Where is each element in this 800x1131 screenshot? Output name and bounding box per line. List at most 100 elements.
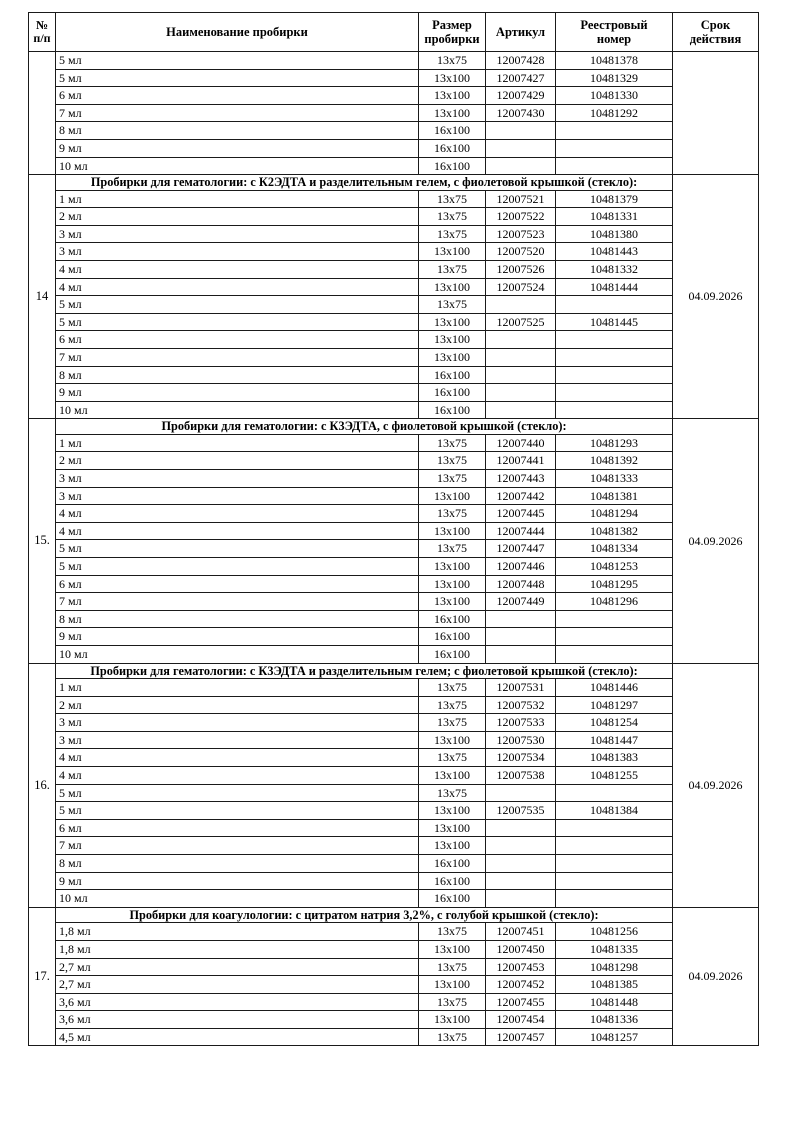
- cell-registry-number: 10481256: [555, 922, 673, 941]
- section-number-cell: [28, 50, 56, 176]
- cell-tube-name: 7 мл: [55, 103, 419, 123]
- table-row: 3 мл 13x75 12007533 10481254: [29, 713, 759, 732]
- section-title: Пробирки для коагулологии: с цитратом на…: [55, 906, 673, 924]
- cell-tube-name: 6 мл: [55, 330, 419, 349]
- table-row: 3 мл 13x100 12007442 10481381: [29, 486, 759, 506]
- cell-registry-number: [555, 609, 673, 629]
- cell-tube-size: 13x100: [418, 312, 486, 332]
- cell-registry-number: 10481443: [555, 242, 673, 262]
- cell-registry-number: [555, 348, 673, 367]
- table-row: 4 мл 13x75 12007534 10481383: [29, 748, 759, 768]
- cell-tube-size: 13x100: [418, 486, 486, 506]
- cell-registry-number: [555, 295, 673, 314]
- cell-registry-number: 10481297: [555, 695, 673, 715]
- cell-tube-size: 13x75: [418, 260, 486, 279]
- cell-tube-size: 16x100: [418, 871, 486, 891]
- cell-tube-name: 2 мл: [55, 451, 419, 471]
- cell-article: 12007428: [485, 51, 556, 70]
- cell-tube-name: 4,5 мл: [55, 1027, 419, 1047]
- cell-registry-number: 10481333: [555, 469, 673, 488]
- cell-tube-size: 13x75: [418, 713, 486, 732]
- cell-registry-number: [555, 854, 673, 873]
- cell-tube-name: 8 мл: [55, 609, 419, 629]
- cell-article: [485, 330, 556, 349]
- cell-tube-size: 13x100: [418, 766, 486, 785]
- cell-tube-size: 13x100: [418, 68, 486, 88]
- cell-tube-name: 4 мл: [55, 260, 419, 279]
- cell-tube-size: 16x100: [418, 854, 486, 873]
- table-row: 2,7 мл 13x100 12007452 10481385: [29, 975, 759, 994]
- cell-tube-name: 4 мл: [55, 521, 419, 541]
- table-row: 6 мл 13x100 12007429 10481330: [29, 86, 759, 105]
- column-header-term-line1: Срок: [700, 18, 731, 32]
- cell-article: 12007429: [485, 86, 556, 105]
- cell-registry-number: [555, 783, 673, 803]
- section-expiry-date: 04.09.2026: [672, 174, 759, 420]
- cell-tube-size: 16x100: [418, 138, 486, 158]
- cell-article: 12007524: [485, 277, 556, 297]
- cell-registry-number: 10481335: [555, 939, 673, 959]
- cell-article: 12007444: [485, 521, 556, 541]
- cell-tube-name: 3 мл: [55, 486, 419, 506]
- cell-article: [485, 138, 556, 158]
- table-row: 9 мл 16x100: [29, 138, 759, 158]
- cell-tube-name: 9 мл: [55, 383, 419, 402]
- section-expiry-date: 04.09.2026: [672, 906, 759, 1047]
- tube-registry-table: № п/п Наименование пробирки Размер проби…: [28, 12, 759, 1047]
- cell-article: 12007427: [485, 68, 556, 88]
- cell-tube-name: 9 мл: [55, 138, 419, 158]
- table-row: 10 мл 16x100: [29, 156, 759, 176]
- cell-tube-name: 5 мл: [55, 801, 419, 820]
- cell-tube-size: 13x100: [418, 86, 486, 105]
- cell-tube-name: 7 мл: [55, 836, 419, 856]
- column-header-number-line1: №: [35, 17, 49, 32]
- section-number-cell: 14: [28, 174, 56, 420]
- cell-tube-size: 13x100: [418, 521, 486, 541]
- cell-tube-name: 1,8 мл: [55, 939, 419, 959]
- cell-article: [485, 889, 556, 908]
- cell-tube-size: 16x100: [418, 400, 486, 420]
- cell-tube-size: 13x75: [418, 189, 486, 209]
- cell-registry-number: 10481253: [555, 557, 673, 576]
- cell-tube-name: 5 мл: [55, 51, 419, 70]
- cell-tube-name: 6 мл: [55, 818, 419, 838]
- cell-tube-size: 13x100: [418, 939, 486, 959]
- section-expiry-date: 04.09.2026: [672, 662, 759, 908]
- cell-tube-name: 8 мл: [55, 121, 419, 140]
- cell-article: 12007525: [485, 312, 556, 332]
- table-row: 2,7 мл 13x75 12007453 10481298: [29, 957, 759, 977]
- cell-tube-size: 13x100: [418, 330, 486, 349]
- cell-tube-name: 10 мл: [55, 156, 419, 176]
- cell-registry-number: 10481329: [555, 68, 673, 88]
- table-row: 3 мл 13x100 12007520 10481443: [29, 242, 759, 262]
- header-row: № п/п Наименование пробирки Размер проби…: [28, 12, 759, 52]
- column-header-term-line2: действия: [689, 32, 742, 46]
- cell-tube-name: 4 мл: [55, 748, 419, 768]
- cell-tube-size: 16x100: [418, 889, 486, 908]
- cell-tube-name: 2,7 мл: [55, 975, 419, 994]
- cell-tube-size: 13x75: [418, 51, 486, 70]
- cell-tube-size: 13x75: [418, 451, 486, 471]
- cell-tube-name: 8 мл: [55, 365, 419, 385]
- cell-registry-number: [555, 400, 673, 420]
- cell-tube-size: 16x100: [418, 645, 486, 664]
- table-row: 5 мл 13x75: [29, 783, 759, 803]
- cell-registry-number: 10481336: [555, 1010, 673, 1029]
- column-header-number: № п/п: [28, 12, 56, 52]
- cell-registry-number: 10481384: [555, 801, 673, 820]
- cell-article: 12007443: [485, 469, 556, 488]
- cell-registry-number: [555, 871, 673, 891]
- cell-article: [485, 156, 556, 176]
- cell-registry-number: 10481383: [555, 748, 673, 768]
- table-row: 9 мл 16x100: [29, 627, 759, 646]
- cell-tube-name: 6 мл: [55, 574, 419, 594]
- table-row: 8 мл 16x100: [29, 854, 759, 873]
- cell-tube-size: 13x75: [418, 207, 486, 226]
- table-row: 4 мл 13x100 12007444 10481382: [29, 521, 759, 541]
- table-row: 10 мл 16x100: [29, 889, 759, 908]
- cell-article: [485, 645, 556, 664]
- section-title-row: 17. Пробирки для коагулологии: с цитратом…: [28, 906, 759, 1047]
- cell-registry-number: [555, 121, 673, 140]
- cell-registry-number: [555, 383, 673, 402]
- cell-registry-number: 10481444: [555, 277, 673, 297]
